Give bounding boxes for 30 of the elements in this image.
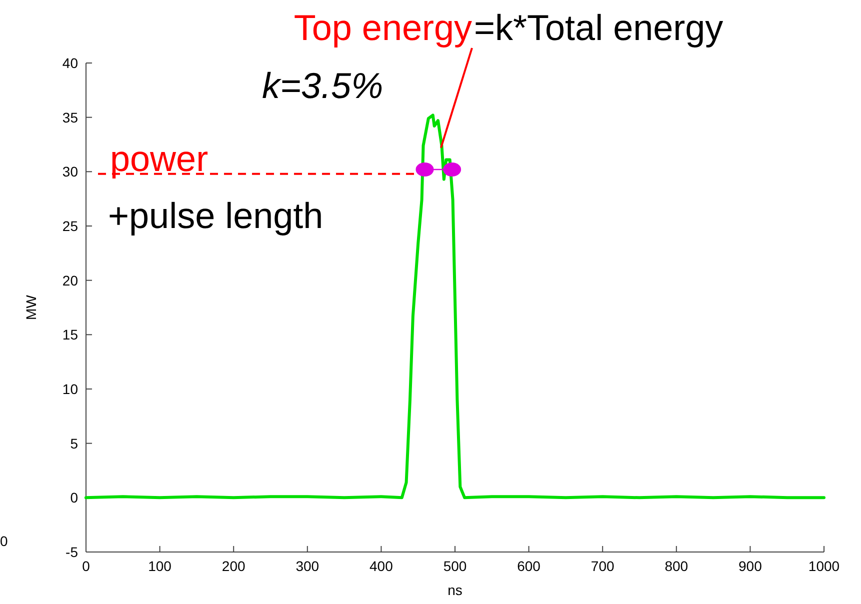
x-tick-label: 900 xyxy=(738,558,762,574)
annotation: +pulse length xyxy=(108,195,324,236)
x-tick-label: 800 xyxy=(664,558,688,574)
x-tick-label: 1000 xyxy=(808,558,840,574)
x-tick-label: 600 xyxy=(517,558,541,574)
ref-line-label: power xyxy=(110,138,208,179)
x-tick-label: 700 xyxy=(590,558,614,574)
y-tick-label: 10 xyxy=(62,381,78,397)
x-tick-label: 500 xyxy=(443,558,467,574)
y-tick-label: 30 xyxy=(62,164,78,180)
x-tick-label: 400 xyxy=(370,558,394,574)
y-tick-label: 25 xyxy=(62,218,78,234)
annotation: k=3.5% xyxy=(262,65,384,106)
x-tick-label: 100 xyxy=(148,558,172,574)
annotation: Top energy xyxy=(294,7,472,48)
y-tick-label: 40 xyxy=(62,55,78,71)
text: =k*Total energy xyxy=(474,7,724,48)
y-tick-label: 15 xyxy=(62,326,78,343)
y-axis-title: MW xyxy=(23,294,39,320)
x-axis-title: ns xyxy=(448,582,462,598)
line-series xyxy=(84,114,826,500)
y-tick-label: 0 xyxy=(70,490,78,506)
text: 0 xyxy=(0,533,8,549)
x-tick-label: 0 xyxy=(82,558,90,574)
x-tick-label: 200 xyxy=(222,558,246,574)
y-tick-label: 35 xyxy=(62,109,78,126)
y-tick-label: 20 xyxy=(62,272,78,288)
y-tick-label: 5 xyxy=(70,435,78,452)
y-tick-label: -5 xyxy=(66,544,78,560)
x-tick-label: 300 xyxy=(296,558,320,574)
